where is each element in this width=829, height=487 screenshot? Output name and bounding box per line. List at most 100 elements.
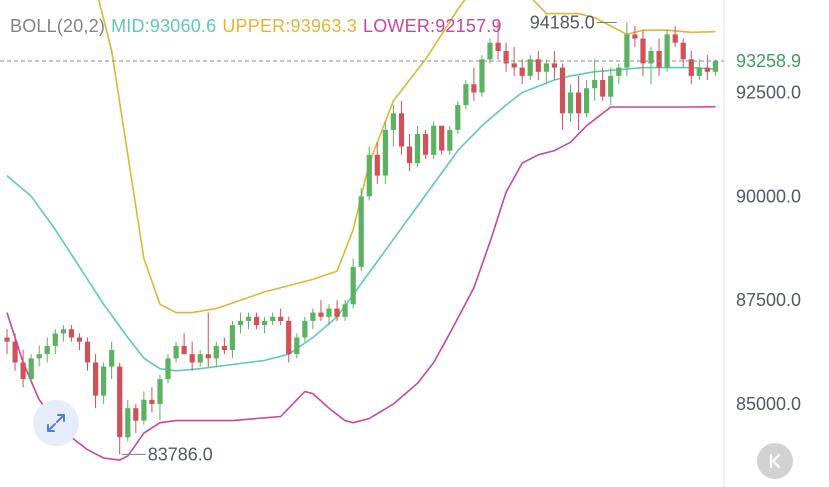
- candle: [608, 67, 614, 105]
- candle-body: [680, 42, 686, 60]
- last-price-label: 93258.9: [736, 51, 801, 71]
- candle: [157, 374, 163, 421]
- candle: [28, 354, 34, 384]
- candle: [205, 312, 211, 367]
- candle-body: [165, 358, 171, 380]
- candle-body: [76, 337, 83, 342]
- candle-body: [245, 316, 252, 321]
- y-tick-label: 92500.0: [736, 83, 801, 103]
- candle-body: [592, 80, 598, 89]
- candle-body: [406, 146, 413, 164]
- candle: [278, 308, 284, 326]
- candle: [262, 316, 268, 334]
- candle-body: [543, 63, 549, 72]
- candle: [294, 333, 300, 359]
- candle-body: [423, 134, 429, 155]
- candle: [286, 316, 292, 363]
- candle-body: [350, 266, 356, 305]
- candle-body: [4, 337, 10, 342]
- candle-body: [398, 113, 405, 147]
- candle: [117, 362, 123, 455]
- expand-chart-button[interactable]: [33, 400, 79, 446]
- candle-body: [254, 316, 260, 326]
- candle-body: [125, 408, 131, 438]
- candle-body: [278, 316, 284, 321]
- candle-body: [559, 67, 566, 114]
- candle-body: [334, 308, 340, 317]
- candle: [254, 312, 260, 330]
- expand-arrows-icon: [47, 414, 65, 432]
- candle-body: [503, 51, 509, 64]
- candle-body: [286, 320, 292, 355]
- candle: [592, 59, 598, 101]
- candle-body: [294, 337, 300, 355]
- candle-body: [632, 34, 638, 39]
- candle: [189, 341, 195, 371]
- candle-body: [414, 134, 421, 164]
- candle-body: [213, 345, 219, 359]
- candle-body: [431, 125, 437, 155]
- candle: [414, 125, 421, 168]
- candle: [334, 300, 340, 321]
- candle: [672, 26, 678, 47]
- candle: [342, 300, 348, 321]
- candle-body: [696, 67, 702, 76]
- candle-body: [640, 38, 646, 64]
- candle-body: [117, 366, 123, 438]
- candle-body: [511, 63, 517, 68]
- candle: [52, 329, 58, 355]
- candle-body: [237, 320, 244, 326]
- candle: [149, 387, 155, 413]
- candle-body: [302, 320, 308, 338]
- candle: [302, 316, 308, 342]
- skip-to-latest-icon: [769, 453, 781, 469]
- candle: [125, 399, 131, 442]
- candle-body: [584, 88, 590, 114]
- candle-body: [567, 92, 574, 114]
- candle: [374, 142, 380, 184]
- candle-body: [44, 345, 50, 355]
- candle-body: [527, 59, 533, 76]
- candle-body: [52, 333, 58, 346]
- candle: [213, 341, 219, 367]
- scroll-to-latest-button[interactable]: [757, 443, 793, 479]
- candle-body: [600, 80, 606, 97]
- y-tick-label: 90000.0: [736, 186, 801, 206]
- candle-body: [374, 154, 380, 176]
- candle-body: [141, 399, 147, 421]
- candle: [567, 84, 574, 122]
- legend-mid: MID:93060.6: [111, 16, 217, 36]
- candle: [680, 38, 686, 68]
- candle: [44, 337, 50, 363]
- candle: [20, 350, 26, 388]
- candle: [519, 59, 525, 85]
- candle: [704, 55, 710, 81]
- candle: [664, 30, 670, 72]
- candle: [12, 333, 18, 371]
- candle: [229, 320, 235, 359]
- candle: [503, 42, 509, 72]
- candle-body: [390, 113, 396, 130]
- candle: [640, 30, 646, 76]
- candle-body: [608, 75, 614, 97]
- candle-body: [342, 304, 348, 317]
- y-tick-label: 87500.0: [736, 290, 801, 310]
- candle: [455, 100, 461, 135]
- candle-body: [672, 34, 678, 43]
- candle: [326, 304, 332, 326]
- candle: [616, 63, 622, 85]
- candle: [68, 325, 74, 342]
- candle-body: [189, 354, 195, 363]
- legend-upper: UPPER:93963.3: [222, 16, 358, 36]
- candle: [600, 67, 606, 101]
- candle-body: [109, 350, 115, 367]
- legend-boll-label: BOLL(20,2): [10, 16, 106, 36]
- candle-body: [664, 34, 670, 68]
- candle-body: [173, 345, 179, 359]
- y-tick-label: 85000.0: [736, 394, 801, 414]
- candle: [471, 67, 477, 101]
- candle: [576, 75, 582, 130]
- candle: [656, 38, 662, 76]
- candle-body: [36, 354, 42, 359]
